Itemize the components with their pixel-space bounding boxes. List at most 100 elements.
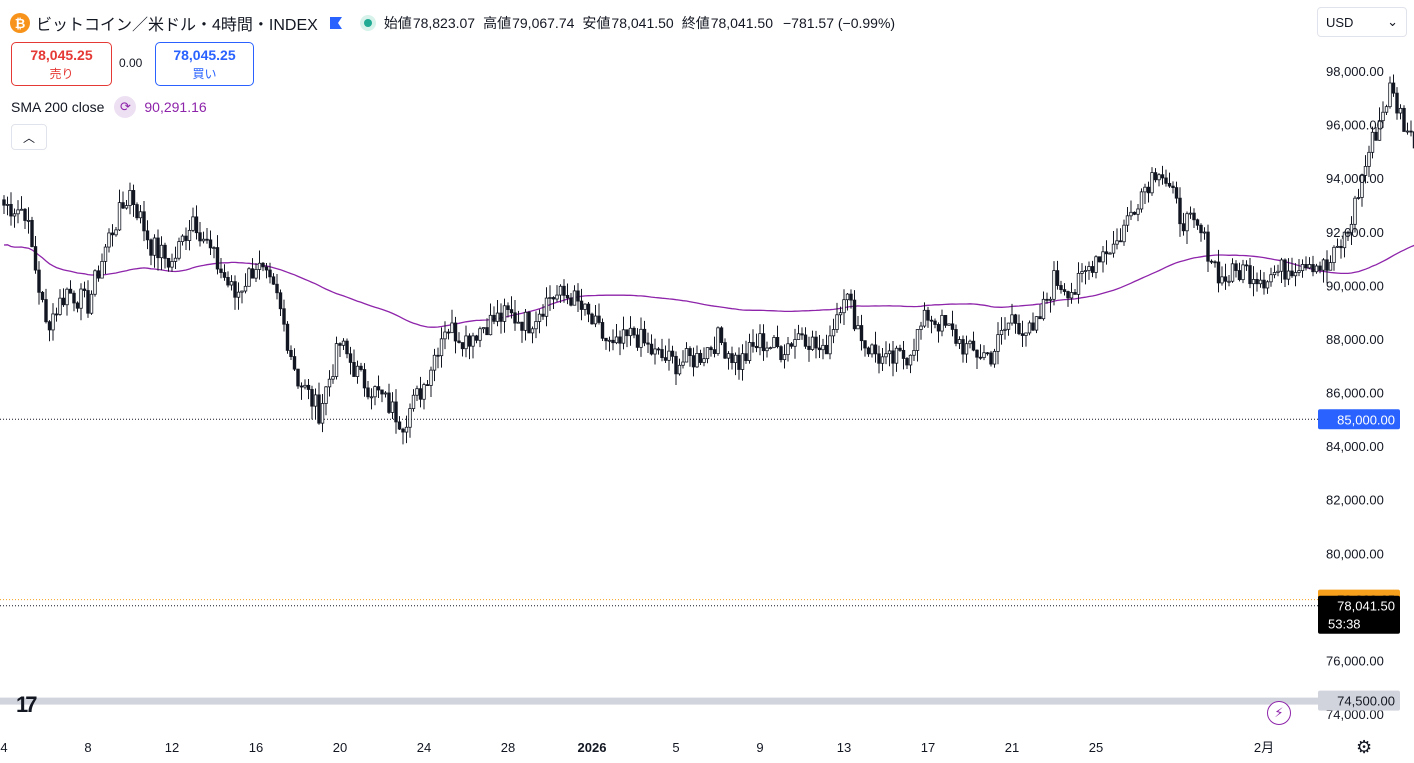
x-tick-label: 16 [249, 740, 263, 755]
candle-body [509, 309, 514, 314]
candle-body [159, 244, 164, 259]
lightning-icon[interactable]: ⚡ [1267, 701, 1291, 725]
candle [821, 338, 825, 360]
candle [842, 289, 846, 326]
candle [177, 237, 181, 261]
refresh-icon[interactable]: ⟳ [114, 96, 137, 118]
collapse-legend-button[interactable]: ︿ [11, 124, 47, 150]
candle-body [355, 365, 360, 377]
candle [1115, 228, 1119, 250]
candle-body [838, 312, 843, 316]
candle-body [831, 329, 836, 337]
candle-body [72, 292, 76, 304]
indicator-name: SMA 200 close [11, 99, 105, 115]
candle-body [1153, 172, 1158, 181]
candle-body [1216, 261, 1221, 284]
candle [355, 360, 360, 384]
candle [334, 336, 339, 380]
buy-button[interactable]: 78,045.25 買い [155, 42, 254, 86]
candle-body [1241, 264, 1245, 281]
candle-body [145, 230, 150, 241]
candle-body [65, 288, 69, 306]
candle-body [1115, 240, 1119, 245]
indicator-legend[interactable]: SMA 200 close ⟳ 90,291.16 [11, 96, 207, 118]
candle [369, 388, 374, 410]
candle-body [166, 257, 171, 268]
candle-body [12, 213, 17, 217]
candle-body [96, 270, 101, 279]
candle-body [1024, 332, 1028, 336]
candle [509, 296, 514, 319]
candle-body [632, 327, 636, 336]
candle-body [1258, 279, 1263, 285]
candle-body [138, 211, 143, 219]
candle [135, 202, 139, 221]
candle [558, 284, 563, 303]
candle-body [1094, 256, 1098, 273]
symbol-title[interactable]: ビットコイン／米ドル・4時間・INDEX [36, 17, 318, 34]
candle-body [1356, 197, 1361, 199]
candle [1241, 259, 1245, 284]
candle [908, 354, 913, 374]
candle-body [534, 321, 538, 330]
candle [576, 283, 580, 312]
candle-body [58, 297, 62, 315]
candle [474, 334, 479, 344]
candle-body [772, 337, 776, 349]
candle [982, 345, 986, 361]
sma-polyline [3, 244, 1414, 328]
candle-body [1230, 263, 1235, 282]
candle-body [1304, 264, 1308, 269]
candle-body [47, 321, 52, 331]
candle-body [1227, 280, 1231, 283]
candle-body [1262, 279, 1266, 289]
candle [1195, 218, 1200, 230]
candle [1360, 173, 1364, 207]
candle-body [565, 294, 570, 299]
candle-body [1276, 270, 1280, 273]
candle [1265, 280, 1270, 294]
candle [1073, 288, 1077, 295]
sell-button[interactable]: 78,045.25 売り [11, 42, 112, 86]
candle [604, 337, 608, 350]
candle [362, 363, 367, 397]
candle-body [884, 353, 888, 358]
candle-body [765, 347, 769, 352]
candle-body [247, 268, 251, 287]
chevron-up-icon: ︿ [22, 130, 35, 145]
candle-body [912, 350, 916, 356]
candle-body [551, 297, 556, 300]
candle-body [579, 300, 584, 310]
candle [310, 385, 314, 420]
candle [268, 262, 272, 284]
candle [765, 341, 769, 358]
candle [1276, 264, 1280, 277]
candle [138, 204, 143, 224]
candle [205, 227, 209, 244]
candle [894, 345, 899, 372]
candle [247, 267, 251, 287]
settings-icon[interactable]: ⚙ [1356, 737, 1373, 757]
currency-select[interactable]: USD ⌄ [1317, 7, 1407, 37]
candle-body [796, 333, 801, 340]
candle-body [285, 323, 290, 351]
candle-body [362, 369, 367, 389]
candle-body [359, 365, 363, 370]
candle-body [1381, 111, 1385, 122]
candle-body [1195, 219, 1200, 226]
candle [926, 306, 930, 328]
candle [681, 350, 685, 369]
candle-body [954, 329, 958, 344]
candle-body [289, 349, 293, 357]
candle [649, 334, 654, 356]
candle [331, 364, 335, 384]
candle-body [439, 338, 444, 357]
flag-icon[interactable] [328, 16, 344, 30]
candle-body [1125, 215, 1130, 226]
candle [607, 336, 612, 352]
candle [180, 234, 185, 246]
candle-body [726, 353, 731, 359]
candle-body [971, 340, 976, 351]
candle [775, 325, 780, 349]
